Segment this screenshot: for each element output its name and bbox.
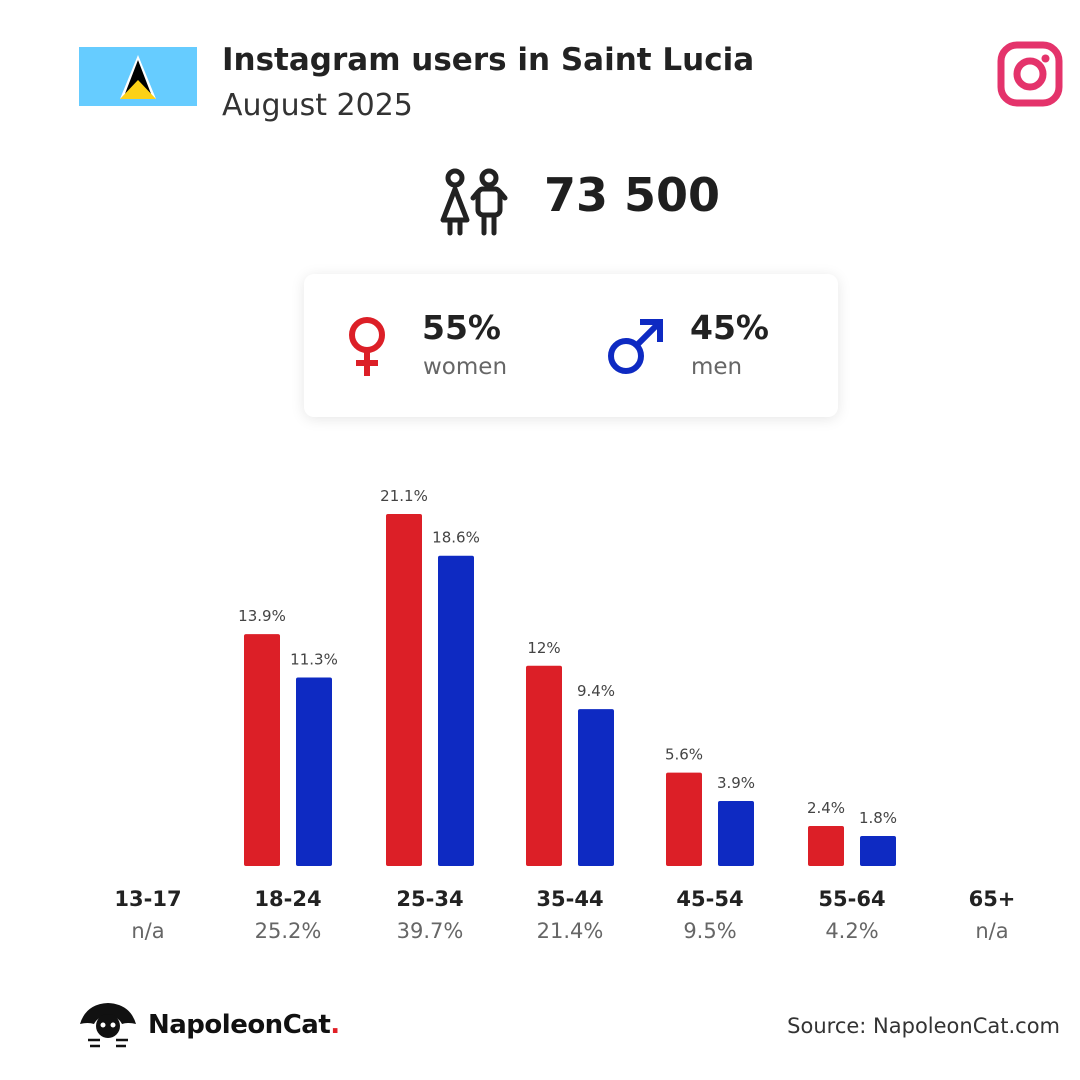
bar-women-35-44 [526,665,562,866]
category-total-18-24: 25.2% [255,919,322,943]
category-label-55-64: 55-64 [818,887,885,911]
men-percent: 45% [690,308,769,347]
women-label: women [423,354,508,380]
category-total-55-64: 4.2% [825,919,878,943]
data-label-women-55-64: 2.4% [807,799,845,817]
bar-men-45-54 [718,800,754,866]
category-label-18-24: 18-24 [254,887,321,911]
category-total-65+: n/a [975,919,1008,943]
bar-men-25-34 [438,555,474,866]
data-label-women-18-24: 13.9% [238,607,286,625]
category-label-35-44: 35-44 [536,887,603,911]
category-label-45-54: 45-54 [676,887,743,911]
data-label-women-45-54: 5.6% [665,746,703,764]
age-gender-bar-chart: 13-17 n/a 13.9% 11.3% 18-24 25.2% 21.1% 18.6% 25… [114,487,1016,943]
gender-split-card: 55% women 45% men [304,274,838,417]
data-label-men-55-64: 1.8% [859,809,897,827]
category-total-45-54: 9.5% [683,919,736,943]
page-subtitle: August 2025 [222,88,413,123]
bar-women-18-24 [244,634,280,866]
instagram-icon [997,41,1063,107]
bar-men-35-44 [578,709,614,866]
data-label-men-18-24: 11.3% [290,650,338,668]
women-percent: 55% [422,308,501,347]
female-symbol-icon [349,317,385,376]
source-credit: Source: NapoleonCat.com [787,1014,1060,1038]
bar-women-45-54 [666,772,702,866]
data-label-men-25-34: 18.6% [432,529,480,547]
male-symbol-icon [608,319,663,374]
category-total-35-44: 21.4% [537,919,604,943]
page-title: Instagram users in Saint Lucia [222,42,755,78]
category-total-25-34: 39.7% [397,919,464,943]
data-label-men-35-44: 9.4% [577,682,615,700]
total-users-value: 73 500 [544,168,721,222]
napoleoncat-logo-icon [80,1003,136,1048]
category-label-65+: 65+ [969,887,1016,911]
users-icon [440,168,508,236]
saint-lucia-flag-icon [79,47,197,106]
bar-men-18-24 [296,677,332,866]
men-label: men [691,354,743,380]
data-label-women-25-34: 21.1% [380,487,428,505]
bar-women-55-64 [808,825,844,866]
category-total-13-17: n/a [131,919,164,943]
bar-women-25-34 [386,514,422,866]
category-label-25-34: 25-34 [396,887,463,911]
data-label-men-45-54: 3.9% [717,774,755,792]
category-label-13-17: 13-17 [114,887,181,911]
data-label-women-35-44: 12% [527,639,560,657]
brand-name: NapoleonCat. [148,1010,340,1040]
bar-men-55-64 [860,835,896,866]
